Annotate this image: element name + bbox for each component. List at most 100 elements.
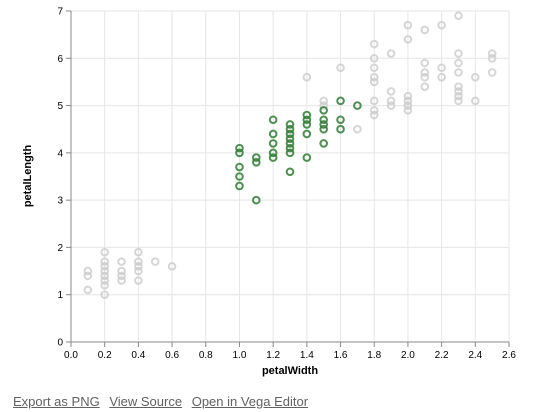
data-point [302, 115, 312, 125]
data-point [268, 115, 278, 125]
data-point [319, 106, 328, 115]
data-point [369, 96, 379, 106]
x-tick-label: 2.0 [401, 350, 415, 361]
data-point [369, 63, 379, 73]
data-point [420, 68, 430, 77]
x-tick-label: 1.6 [334, 350, 348, 361]
data-point [471, 96, 480, 106]
data-point [386, 87, 396, 96]
data-point [100, 262, 109, 271]
action-links: Export as PNG View Source Open in Vega E… [13, 394, 314, 409]
data-point [252, 158, 261, 167]
data-point [134, 247, 143, 257]
data-point [285, 129, 295, 139]
x-tick-label: 1.0 [233, 350, 247, 361]
y-tick-label: 2 [57, 243, 63, 254]
data-point [454, 96, 463, 106]
data-point [302, 120, 312, 129]
data-point [83, 266, 93, 276]
y-tick-label: 5 [57, 101, 63, 112]
x-tick-label: 0.6 [165, 350, 179, 361]
data-point [302, 153, 312, 162]
data-point [369, 72, 379, 82]
data-point [487, 53, 497, 63]
open-vega-editor-link[interactable]: Open in Vega Editor [191, 394, 309, 409]
points-layer [83, 11, 497, 300]
data-point [471, 72, 480, 82]
data-point [117, 257, 126, 266]
data-point [117, 266, 126, 276]
scatter-chart: 0.0 0.2 0.4 0.6 0.8 1.0 1.2 1.4 1.6 1.8 2.0 2.2 2.4 2… [22, 7, 516, 378]
data-point [235, 172, 244, 181]
y-tick-label: 0 [57, 338, 63, 349]
data-point [252, 153, 261, 162]
data-point [454, 68, 463, 77]
data-point [386, 96, 396, 106]
data-point [83, 271, 93, 281]
export-png-link[interactable]: Export as PNG [13, 394, 100, 409]
y-tick-label: 7 [57, 7, 63, 18]
data-point [454, 82, 463, 91]
data-point [285, 120, 295, 129]
data-point [487, 49, 497, 58]
data-point [268, 153, 278, 162]
data-point [150, 257, 160, 266]
data-point [420, 82, 430, 91]
x-tick-label: 1.4 [300, 350, 314, 361]
data-point [369, 106, 379, 115]
data-point [117, 271, 126, 281]
data-point [420, 25, 430, 35]
y-tick-label: 6 [57, 54, 63, 65]
data-point [134, 266, 143, 276]
data-point [336, 124, 345, 134]
data-point [319, 120, 328, 129]
data-point [285, 167, 295, 177]
y-axis: 0 1 2 3 4 5 6 7 [57, 7, 72, 349]
data-point [285, 148, 295, 158]
x-tick-label: 0.8 [199, 350, 213, 361]
data-point [83, 285, 93, 295]
data-point [100, 257, 109, 266]
data-point [285, 143, 295, 153]
x-tick-label: 2.4 [468, 350, 482, 361]
data-point [117, 276, 126, 285]
data-point [285, 139, 295, 148]
view-source-link[interactable]: View Source [109, 394, 183, 409]
data-point [454, 11, 463, 21]
data-point [268, 148, 278, 158]
data-point [252, 195, 261, 205]
data-point [420, 58, 430, 68]
data-point [454, 49, 463, 58]
data-point [369, 39, 379, 49]
data-point [369, 110, 379, 120]
grid-lines [70, 10, 510, 343]
data-point [167, 262, 177, 271]
data-point [336, 115, 345, 125]
data-point [302, 110, 312, 120]
data-point [403, 106, 413, 115]
data-point [319, 124, 328, 134]
data-point [235, 181, 244, 191]
data-point [285, 124, 295, 134]
data-point [437, 72, 446, 82]
y-tick-label: 4 [57, 148, 63, 159]
data-point [235, 162, 244, 172]
data-point [100, 247, 109, 257]
data-point [268, 139, 278, 148]
data-point [403, 91, 413, 101]
data-point [235, 143, 244, 153]
data-point [319, 101, 328, 110]
x-tick-label: 1.8 [367, 350, 381, 361]
data-point [268, 129, 278, 139]
y-tick-label: 1 [57, 290, 63, 301]
y-axis-title: petalLength [22, 145, 34, 208]
data-point [353, 124, 362, 134]
data-point [386, 49, 396, 58]
data-point [100, 271, 109, 281]
data-point [100, 280, 109, 290]
x-tick-label: 0.4 [131, 350, 145, 361]
data-point [403, 101, 413, 110]
data-point [134, 262, 143, 271]
x-axis-title: petalWidth [262, 365, 318, 377]
data-point [285, 134, 295, 143]
